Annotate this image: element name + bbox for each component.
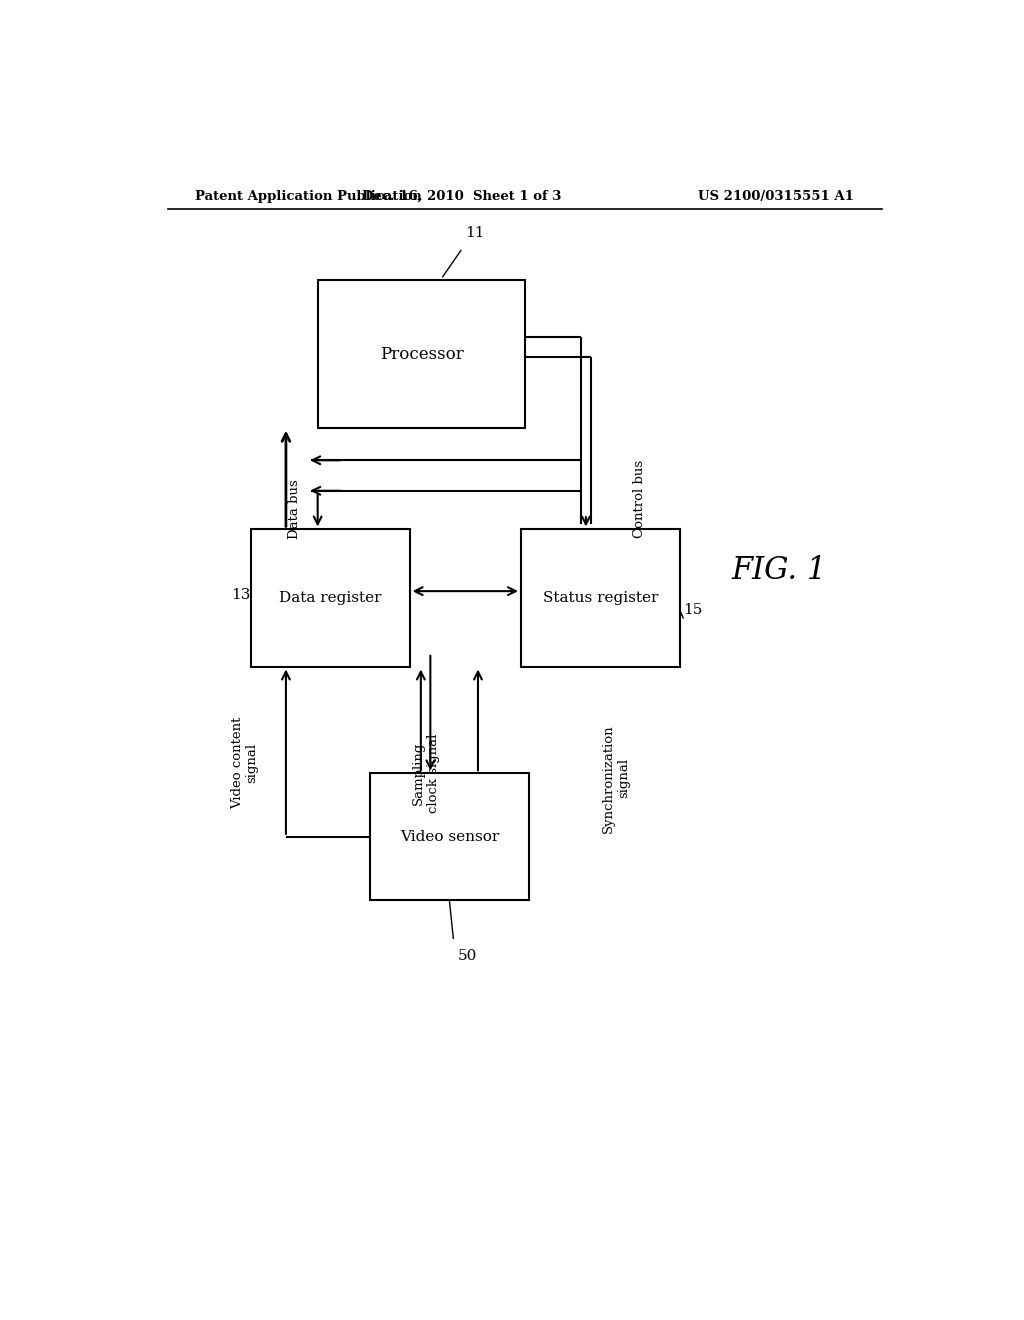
Bar: [521, 529, 680, 667]
Text: Video sensor: Video sensor: [399, 830, 499, 843]
Text: Patent Application Publication: Patent Application Publication: [196, 190, 422, 202]
Text: 50: 50: [458, 949, 477, 964]
Text: Status register: Status register: [543, 591, 657, 605]
Text: Control bus: Control bus: [634, 459, 646, 539]
Text: Synchronization
signal: Synchronization signal: [602, 725, 630, 833]
Text: Data bus: Data bus: [288, 479, 301, 539]
Text: 13: 13: [231, 589, 251, 602]
Bar: [318, 280, 524, 428]
Text: Processor: Processor: [380, 346, 464, 363]
Text: Sampling
clock signal: Sampling clock signal: [412, 734, 439, 813]
Text: Video content
signal: Video content signal: [230, 717, 259, 809]
Bar: [370, 774, 528, 900]
Text: Dec. 16, 2010  Sheet 1 of 3: Dec. 16, 2010 Sheet 1 of 3: [361, 190, 561, 202]
Text: 11: 11: [465, 226, 484, 240]
Text: FIG. 1: FIG. 1: [731, 554, 826, 586]
Text: Data register: Data register: [280, 591, 382, 605]
Bar: [251, 529, 410, 667]
Text: 15: 15: [684, 603, 702, 616]
Text: US 2100/0315551 A1: US 2100/0315551 A1: [698, 190, 854, 202]
